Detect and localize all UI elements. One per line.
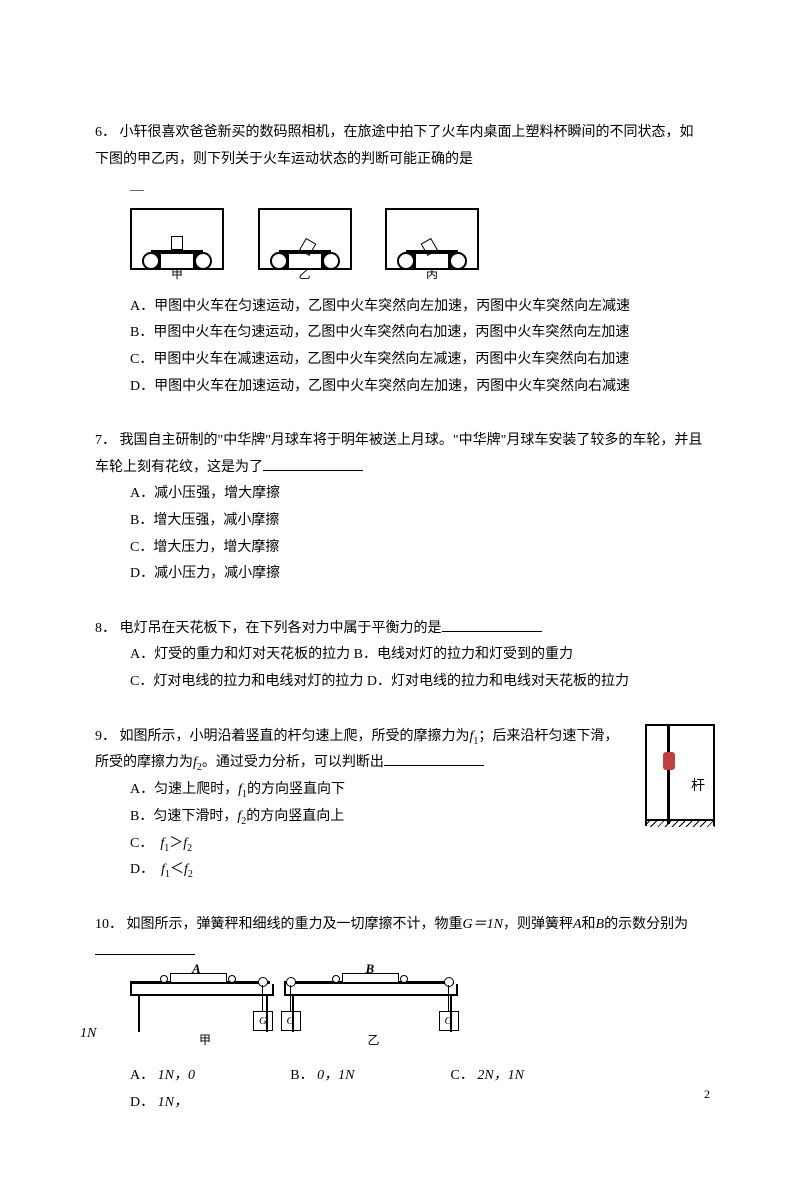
spring-fig-jia: A G 甲 bbox=[130, 971, 280, 1051]
spring-fig-yi: B G G 乙 bbox=[284, 971, 464, 1051]
q7-text: 我国自主研制的"中华牌"月球车将于明年被送上月球。"中华牌"月球车安装了较多的车… bbox=[95, 433, 702, 475]
q10-opt-a: A． 1N，0 bbox=[130, 1063, 262, 1090]
q9-text3: 。通过受力分析，可以判断出 bbox=[202, 755, 384, 770]
question-9: 杆 9． 如图所示，小明沿着竖直的杆匀速上爬，所受的摩擦力为f1；后来沿杆匀速下… bbox=[95, 724, 705, 885]
q7-opt-a: A．减小压强，增大摩擦 bbox=[130, 481, 406, 508]
page-number: 2 bbox=[704, 1087, 710, 1102]
q10-text3: 的示数分别为 bbox=[604, 917, 688, 932]
q8-text: 电灯吊在天花板下，在下列各对力中属于平衡力的是 bbox=[120, 621, 442, 636]
q7-blank bbox=[263, 456, 363, 471]
train-yi: 乙 bbox=[258, 208, 352, 270]
q6-number: 6． bbox=[95, 125, 116, 140]
q10-opt-c: C． 2N，1N bbox=[451, 1063, 583, 1090]
q6-opt-c: C．甲图中火车在减速运动，乙图中火车突然向左减速，丙图中火车突然向右加速 bbox=[95, 347, 705, 374]
q10-opt-b: B． 0，1N bbox=[290, 1063, 422, 1090]
q8-opt-c: C．灯对电线的拉力和电线对灯的拉力 bbox=[130, 674, 363, 689]
q7-opt-c: C．增大压力，增大摩擦 bbox=[130, 535, 406, 562]
q8-opt-a: A．灯受的重力和灯对天花板的拉力 bbox=[130, 647, 350, 662]
q7-opt-b: B．增大压强，减小摩擦 bbox=[130, 508, 406, 535]
q9-text1: 如图所示，小明沿着竖直的杆匀速上爬，所受的摩擦力为 bbox=[120, 729, 470, 744]
q10-opt-d: D． 1N， bbox=[130, 1090, 262, 1117]
q10-figure: A G 甲 B G G bbox=[95, 971, 705, 1051]
q9-opt-b: B．匀速下滑时，f2的方向竖直向上 bbox=[130, 804, 368, 831]
q6-underscore: ＿ bbox=[95, 173, 705, 200]
question-7: 7． 我国自主研制的"中华牌"月球车将于明年被送上月球。"中华牌"月球车安装了较… bbox=[95, 428, 705, 588]
q9-opt-a: A．匀速上爬时，f1的方向竖直向下 bbox=[130, 777, 368, 804]
q10-trailing: 1N bbox=[80, 1026, 96, 1042]
q9-number: 9． bbox=[95, 729, 116, 744]
pole-figure: 杆 bbox=[645, 724, 715, 844]
question-10: 10． 如图所示，弹簧秤和细线的重力及一切摩擦不计，物重G＝1N，则弹簧秤A和B… bbox=[95, 912, 705, 1116]
q7-opt-d: D．减小压力，减小摩擦 bbox=[130, 561, 406, 588]
q8-number: 8． bbox=[95, 621, 116, 636]
q6-opt-d: D．甲图中火车在加速运动，乙图中火车突然向左加速，丙图中火车突然向右减速 bbox=[95, 374, 705, 401]
q8-opt-d: D．灯对电线的拉力和电线对天花板的拉力 bbox=[367, 674, 629, 689]
q8-blank bbox=[442, 617, 542, 632]
question-6: 6． 小轩很喜欢爸爸新买的数码照相机，在旅途中拍下了火车内桌面上塑料杯瞬间的不同… bbox=[95, 120, 705, 400]
train-bing: 丙 bbox=[385, 208, 479, 270]
train-jia: 甲 bbox=[130, 208, 224, 270]
q8-opt-b: B．电线对灯的拉力和灯受到的重力 bbox=[354, 647, 573, 662]
q10-blank bbox=[95, 940, 195, 955]
q10-text1: 如图所示，弹簧秤和细线的重力及一切摩擦不计，物重 bbox=[127, 917, 463, 932]
q9-opt-d: D． f1＜f2 bbox=[130, 857, 368, 884]
question-8: 8． 电灯吊在天花板下，在下列各对力中属于平衡力的是 A．灯受的重力和灯对天花板… bbox=[95, 616, 705, 696]
q9-blank bbox=[384, 751, 484, 766]
q6-opt-a: A．甲图中火车在匀速运动，乙图中火车突然向左加速，丙图中火车突然向左减速 bbox=[95, 294, 705, 321]
q6-text: 小轩很喜欢爸爸新买的数码照相机，在旅途中拍下了火车内桌面上塑料杯瞬间的不同状态，… bbox=[95, 125, 694, 167]
q10-number: 10． bbox=[95, 917, 123, 932]
q6-opt-b: B．甲图中火车在匀速运动，乙图中火车突然向右加速，丙图中火车突然向左加速 bbox=[95, 320, 705, 347]
q9-opt-c: C． f1＞f2 bbox=[130, 831, 368, 858]
q10-text2: ，则弹簧秤 bbox=[503, 917, 573, 932]
q6-figure: 甲 乙 bbox=[95, 208, 705, 270]
q7-number: 7． bbox=[95, 433, 116, 448]
